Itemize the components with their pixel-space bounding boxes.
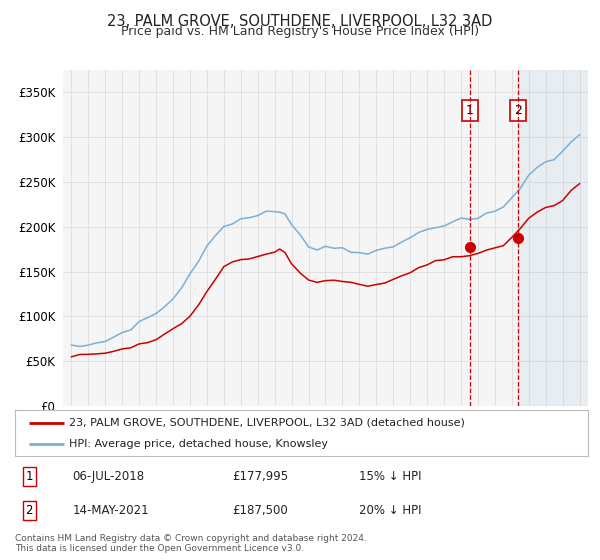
Text: 1: 1 xyxy=(466,104,474,117)
Text: 20% ↓ HPI: 20% ↓ HPI xyxy=(359,504,421,517)
Text: £187,500: £187,500 xyxy=(233,504,289,517)
Text: 2: 2 xyxy=(26,504,33,517)
Text: 15% ↓ HPI: 15% ↓ HPI xyxy=(359,470,421,483)
Bar xyxy=(518,70,588,406)
Text: 06-JUL-2018: 06-JUL-2018 xyxy=(73,470,145,483)
Text: 1: 1 xyxy=(26,470,33,483)
Text: 2: 2 xyxy=(514,104,522,117)
Text: £177,995: £177,995 xyxy=(233,470,289,483)
Text: 23, PALM GROVE, SOUTHDENE, LIVERPOOL, L32 3AD: 23, PALM GROVE, SOUTHDENE, LIVERPOOL, L3… xyxy=(107,14,493,29)
Text: 23, PALM GROVE, SOUTHDENE, LIVERPOOL, L32 3AD (detached house): 23, PALM GROVE, SOUTHDENE, LIVERPOOL, L3… xyxy=(70,418,466,428)
Text: Contains HM Land Registry data © Crown copyright and database right 2024.
This d: Contains HM Land Registry data © Crown c… xyxy=(15,534,367,553)
Text: HPI: Average price, detached house, Knowsley: HPI: Average price, detached house, Know… xyxy=(70,439,328,449)
Text: Price paid vs. HM Land Registry's House Price Index (HPI): Price paid vs. HM Land Registry's House … xyxy=(121,25,479,38)
Text: 14-MAY-2021: 14-MAY-2021 xyxy=(73,504,149,517)
